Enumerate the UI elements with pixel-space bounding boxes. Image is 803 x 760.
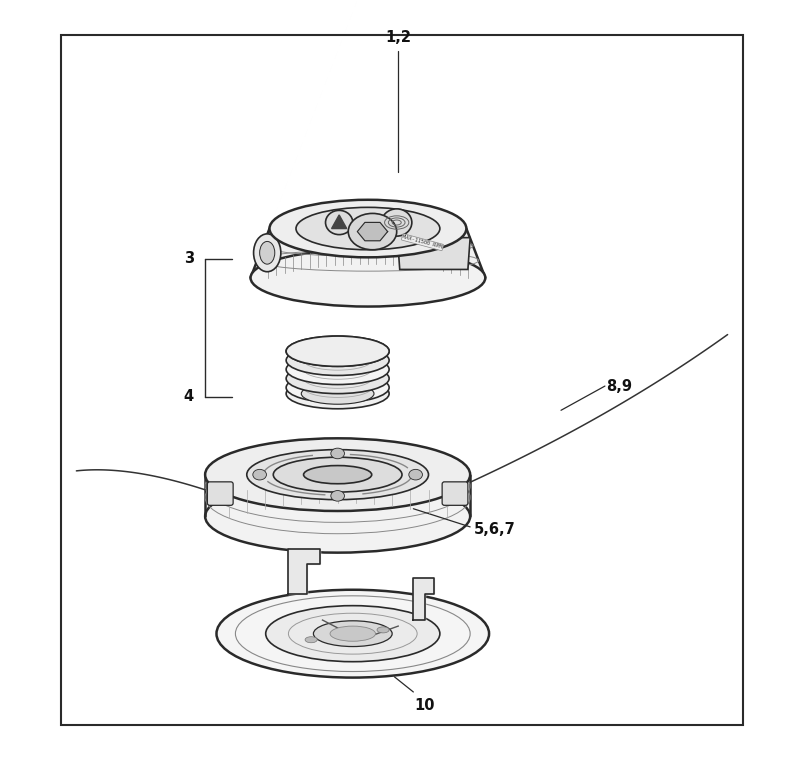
Ellipse shape (408, 470, 422, 480)
Ellipse shape (269, 200, 466, 258)
Ellipse shape (286, 354, 389, 385)
Ellipse shape (253, 234, 280, 272)
Ellipse shape (286, 372, 389, 403)
Ellipse shape (286, 336, 389, 366)
Ellipse shape (205, 439, 470, 511)
Text: 8,9: 8,9 (605, 378, 632, 394)
Ellipse shape (330, 626, 375, 641)
Text: 10: 10 (414, 698, 434, 713)
Ellipse shape (286, 378, 389, 409)
Text: 1,2: 1,2 (385, 30, 410, 45)
Text: 5,6,7: 5,6,7 (473, 522, 515, 537)
Ellipse shape (251, 249, 485, 306)
Ellipse shape (296, 207, 439, 250)
Polygon shape (288, 549, 320, 594)
Ellipse shape (286, 345, 389, 375)
Ellipse shape (216, 590, 488, 678)
Ellipse shape (313, 621, 392, 647)
Ellipse shape (304, 637, 317, 643)
Ellipse shape (304, 466, 371, 483)
Text: 4: 4 (183, 389, 194, 404)
Ellipse shape (348, 214, 396, 250)
Ellipse shape (330, 490, 344, 501)
Ellipse shape (286, 336, 389, 366)
Polygon shape (331, 215, 346, 229)
Ellipse shape (265, 606, 439, 662)
Ellipse shape (252, 470, 266, 480)
Polygon shape (397, 238, 470, 270)
FancyBboxPatch shape (207, 482, 233, 505)
Ellipse shape (247, 450, 428, 499)
Polygon shape (413, 578, 434, 620)
Ellipse shape (205, 480, 470, 553)
Ellipse shape (325, 211, 353, 235)
Ellipse shape (273, 458, 402, 492)
Ellipse shape (381, 209, 411, 236)
Polygon shape (357, 223, 387, 241)
FancyBboxPatch shape (442, 482, 467, 505)
Ellipse shape (377, 627, 389, 633)
Text: MAX-11500 RPM: MAX-11500 RPM (402, 235, 442, 250)
Ellipse shape (330, 448, 344, 459)
Ellipse shape (301, 383, 373, 404)
Ellipse shape (259, 242, 275, 264)
Ellipse shape (286, 363, 389, 394)
Text: 3: 3 (183, 252, 194, 266)
